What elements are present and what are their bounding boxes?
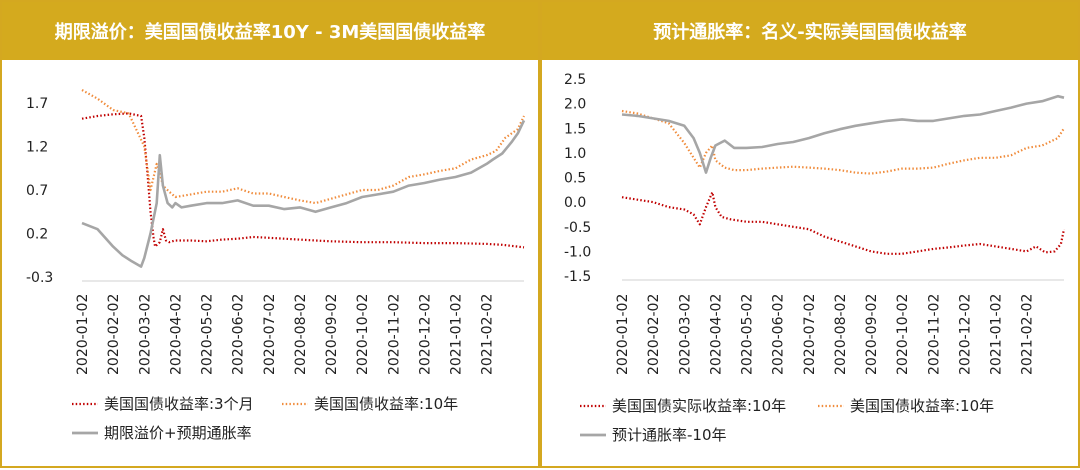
chart-expected-inflation: 2.5 2.0 1.5 1.0 0.5 0.0 -0.5 -1.0 -1.5 2020-01-02… [564,72,1066,444]
series-line [81,119,526,268]
x-tick-label: 2020-10-02 [895,294,911,375]
y-tick-label: 0.0 [564,195,586,211]
series-line [81,89,525,205]
legend-label: 美国国债实际收益率:10年 [612,397,786,415]
chart-term-premium: 1.7 1.2 0.7 0.2 -0.3 2020-01-02 2020-02-02 2020… [26,89,526,442]
y-tick-label: 2.0 [564,97,586,113]
x-tick-label: 2020-12-02 [417,294,433,375]
series-line [621,109,1065,175]
x-tick-label: 2021-01-02 [989,294,1005,375]
series-line [621,191,1066,255]
y-tick-label: -0.3 [26,270,53,286]
x-tick-label: 2020-08-02 [293,294,309,375]
x-tick-label: 2020-03-02 [137,294,153,375]
x-tick-label: 2020-11-02 [386,294,402,375]
y-tick-label: -1.0 [564,244,591,260]
x-tick-label: 2020-11-02 [926,294,942,375]
legend-label: 期限溢价+预期通胀率 [104,424,252,442]
panel-title: 预计通胀率：名义-实际美国国债收益率 [542,2,1078,60]
y-tick-label: 1.5 [564,121,586,137]
y-tick-label: 2.5 [564,72,586,88]
series-line [621,94,1065,174]
y-tick-label: 0.7 [26,183,48,199]
y-tick-label: -1.5 [564,269,591,285]
x-tick-label: 2020-12-02 [957,294,973,375]
y-tick-label: 0.5 [564,171,586,187]
series-line [81,112,525,249]
legend-label: 美国国债收益率:10年 [850,397,994,415]
x-tick-label: 2020-01-02 [615,294,631,375]
panel-expected-inflation: 预计通胀率：名义-实际美国国债收益率 2.5 2.0 1.5 1.0 0.5 0.0 -0.… [540,0,1080,468]
x-tick-label: 2020-02-02 [646,294,662,375]
x-tick-label: 2020-08-02 [833,294,849,375]
x-tick-label: 2021-02-02 [480,294,496,375]
x-tick-label: 2020-01-02 [75,294,91,375]
panel-title: 期限溢价：美国国债收益率10Y - 3M美国国债收益率 [2,2,538,60]
y-tick-label: 1.2 [26,140,48,156]
x-tick-label: 2020-04-02 [168,294,184,375]
y-tick-label: 1.0 [564,146,586,162]
x-tick-label: 2020-09-02 [324,294,340,375]
x-tick-label: 2020-05-02 [740,294,756,375]
x-tick-label: 2021-02-02 [1020,294,1036,375]
panel-term-premium: 期限溢价：美国国债收益率10Y - 3M美国国债收益率 1.7 1.2 0.7 0.2… [0,0,540,468]
x-tick-label: 2020-06-02 [231,294,247,375]
x-tick-label: 2020-07-02 [262,294,278,375]
legend-label: 美国国债收益率:10年 [314,395,458,413]
y-tick-label: 1.7 [26,96,48,112]
y-tick-label: 0.2 [26,227,48,243]
x-tick-label: 2020-09-02 [864,294,880,375]
x-tick-label: 2020-03-02 [677,294,693,375]
x-tick-label: 2021-01-02 [449,294,465,375]
y-tick-label: -0.5 [564,220,591,236]
legend-label: 美国国债收益率:3个月 [104,395,254,413]
x-tick-label: 2020-10-02 [355,294,371,375]
x-tick-label: 2020-05-02 [200,294,216,375]
x-tick-label: 2020-07-02 [802,294,818,375]
x-tick-label: 2020-06-02 [771,294,787,375]
x-tick-label: 2020-04-02 [708,294,724,375]
legend-label: 预计通胀率-10年 [612,426,727,444]
x-tick-label: 2020-02-02 [106,294,122,375]
